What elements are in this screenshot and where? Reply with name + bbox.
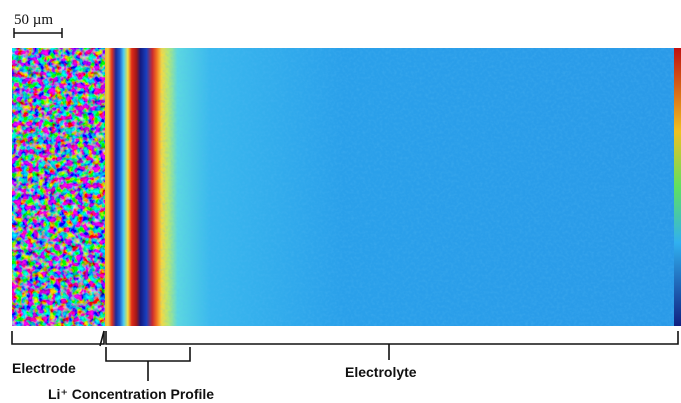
color-bar [674,48,681,326]
electrolyte-texture [160,48,674,326]
electrode-bracket [11,331,105,345]
profile-bracket [105,347,191,381]
micrograph [12,48,674,326]
electrolyte-label: Electrolyte [345,364,417,380]
scale-bar-label: 50 µm [14,12,53,28]
electrode-label: Electrode [12,360,76,376]
electrode-texture [12,48,105,326]
electrolyte-bracket [105,331,679,360]
divider-tick [99,330,105,347]
profile-label: Li⁺ Concentration Profile [48,386,214,402]
